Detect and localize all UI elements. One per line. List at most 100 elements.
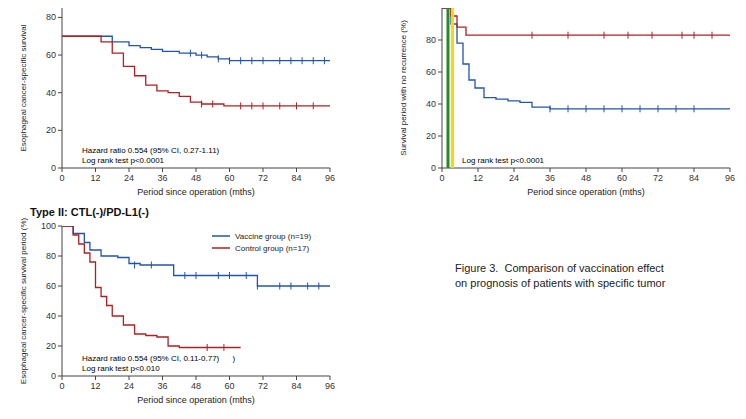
x-tick-label: 72 bbox=[653, 173, 663, 183]
censor-mark bbox=[694, 105, 695, 112]
x-tick bbox=[129, 168, 130, 172]
censor-mark bbox=[279, 283, 280, 290]
x-tick bbox=[95, 376, 96, 380]
x-tick-label: 24 bbox=[124, 173, 134, 183]
x-tick bbox=[586, 168, 587, 172]
x-tick-label: 12 bbox=[473, 173, 483, 183]
x-tick-label: 60 bbox=[617, 173, 627, 183]
censor-mark bbox=[628, 32, 629, 39]
x-tick-label: 36 bbox=[157, 381, 167, 391]
censor-mark bbox=[229, 57, 230, 64]
censor-mark bbox=[251, 57, 252, 64]
censor-mark bbox=[201, 101, 202, 108]
y-tick bbox=[58, 55, 62, 56]
survival-curve bbox=[62, 36, 330, 106]
y-tick bbox=[58, 130, 62, 131]
censor-mark bbox=[184, 272, 185, 279]
y-tick bbox=[58, 226, 62, 227]
x-tick-label: 60 bbox=[224, 381, 234, 391]
x-tick bbox=[478, 168, 479, 172]
x-tick bbox=[196, 376, 197, 380]
censor-mark bbox=[246, 272, 247, 279]
x-tick bbox=[229, 376, 230, 380]
x-tick-label: 96 bbox=[325, 173, 335, 183]
panel: 01224364860728496020406080100Period sinc… bbox=[19, 206, 335, 405]
x-tick-label: 0 bbox=[59, 173, 64, 183]
plot-area bbox=[62, 226, 330, 351]
censor-mark bbox=[313, 102, 314, 109]
y-tick bbox=[58, 346, 62, 347]
x-tick bbox=[550, 168, 551, 172]
censor-mark bbox=[318, 283, 319, 290]
y-tick-label: 20 bbox=[426, 131, 436, 141]
censor-mark bbox=[151, 262, 152, 269]
y-tick-label: 60 bbox=[46, 281, 56, 291]
legend-swatch bbox=[212, 235, 230, 237]
y-tick-label: 80 bbox=[426, 35, 436, 45]
y-tick bbox=[58, 376, 62, 377]
x-tick-label: 36 bbox=[545, 173, 555, 183]
legend-label: Control group (n=17) bbox=[235, 244, 309, 253]
y-tick bbox=[58, 286, 62, 287]
censor-mark bbox=[290, 57, 291, 64]
censor-mark bbox=[218, 55, 219, 62]
x-tick bbox=[196, 168, 197, 172]
x-tick-label: 48 bbox=[191, 173, 201, 183]
y-tick-label: 100 bbox=[41, 221, 56, 231]
x-tick-label: 84 bbox=[291, 173, 301, 183]
censor-mark bbox=[307, 283, 308, 290]
censor-mark bbox=[586, 105, 587, 112]
x-tick-label: 24 bbox=[509, 173, 519, 183]
plot-area bbox=[62, 36, 330, 109]
x-tick-label: 24 bbox=[124, 381, 134, 391]
censor-mark bbox=[240, 57, 241, 64]
x-tick-label: 12 bbox=[90, 173, 100, 183]
y-axis-label: Esophageal cancer-specific survival peri… bbox=[19, 218, 28, 385]
x-tick-label: 96 bbox=[325, 381, 335, 391]
x-tick bbox=[730, 168, 731, 172]
y-tick-label: 20 bbox=[46, 125, 56, 135]
annotation: Hazard ratio 0.554 (95% CI, 0.27-1.11)Lo… bbox=[82, 146, 220, 165]
annotation-line: Log rank test p<0.010 bbox=[82, 364, 160, 373]
x-tick bbox=[229, 168, 230, 172]
censor-mark bbox=[568, 105, 569, 112]
x-tick-label: 96 bbox=[725, 173, 735, 183]
x-tick bbox=[162, 376, 163, 380]
censor-mark bbox=[251, 102, 252, 109]
x-tick-label: 72 bbox=[258, 173, 268, 183]
plot-area bbox=[442, 8, 730, 168]
x-tick bbox=[694, 168, 695, 172]
y-tick bbox=[58, 17, 62, 18]
legend: Vaccine group (n=19)Control group (n=17) bbox=[212, 232, 311, 253]
x-tick bbox=[330, 168, 331, 172]
y-tick bbox=[58, 168, 62, 169]
y-tick-label: 0 bbox=[431, 163, 436, 173]
vertical-line bbox=[447, 8, 450, 168]
y-axis-label: Survival period with no recurrence (%) bbox=[399, 20, 408, 156]
x-tick bbox=[162, 168, 163, 172]
censor-mark bbox=[201, 52, 202, 59]
y-tick-label: 40 bbox=[46, 311, 56, 321]
annotation-line: Hazard ratio 0.554 (95% CI, 0.11-0.77) ) bbox=[82, 354, 236, 363]
x-tick-label: 0 bbox=[439, 173, 444, 183]
annotation-line: Hazard ratio 0.554 (95% CI, 0.27-1.11) bbox=[82, 146, 220, 155]
censor-mark bbox=[290, 283, 291, 290]
x-tick bbox=[62, 168, 63, 172]
x-tick-label: 48 bbox=[581, 173, 591, 183]
y-tick-label: 60 bbox=[46, 50, 56, 60]
x-tick-label: 84 bbox=[689, 173, 699, 183]
censor-mark bbox=[604, 32, 605, 39]
censor-mark bbox=[550, 105, 551, 112]
x-tick bbox=[514, 168, 515, 172]
survival-curve bbox=[442, 8, 730, 35]
censor-mark bbox=[652, 32, 653, 39]
figure: 0 12 24 36 48 60 72 84 96 0 20 40 60 80 Period since o… bbox=[0, 0, 746, 419]
y-tick-label: 60 bbox=[426, 67, 436, 77]
x-axis-label: Period since operation (mths) bbox=[137, 395, 255, 405]
censor-mark bbox=[658, 105, 659, 112]
censor-mark bbox=[212, 101, 213, 108]
survival-curve bbox=[442, 8, 730, 109]
censor-mark bbox=[190, 50, 191, 57]
x-tick bbox=[330, 376, 331, 380]
censor-mark bbox=[218, 272, 219, 279]
